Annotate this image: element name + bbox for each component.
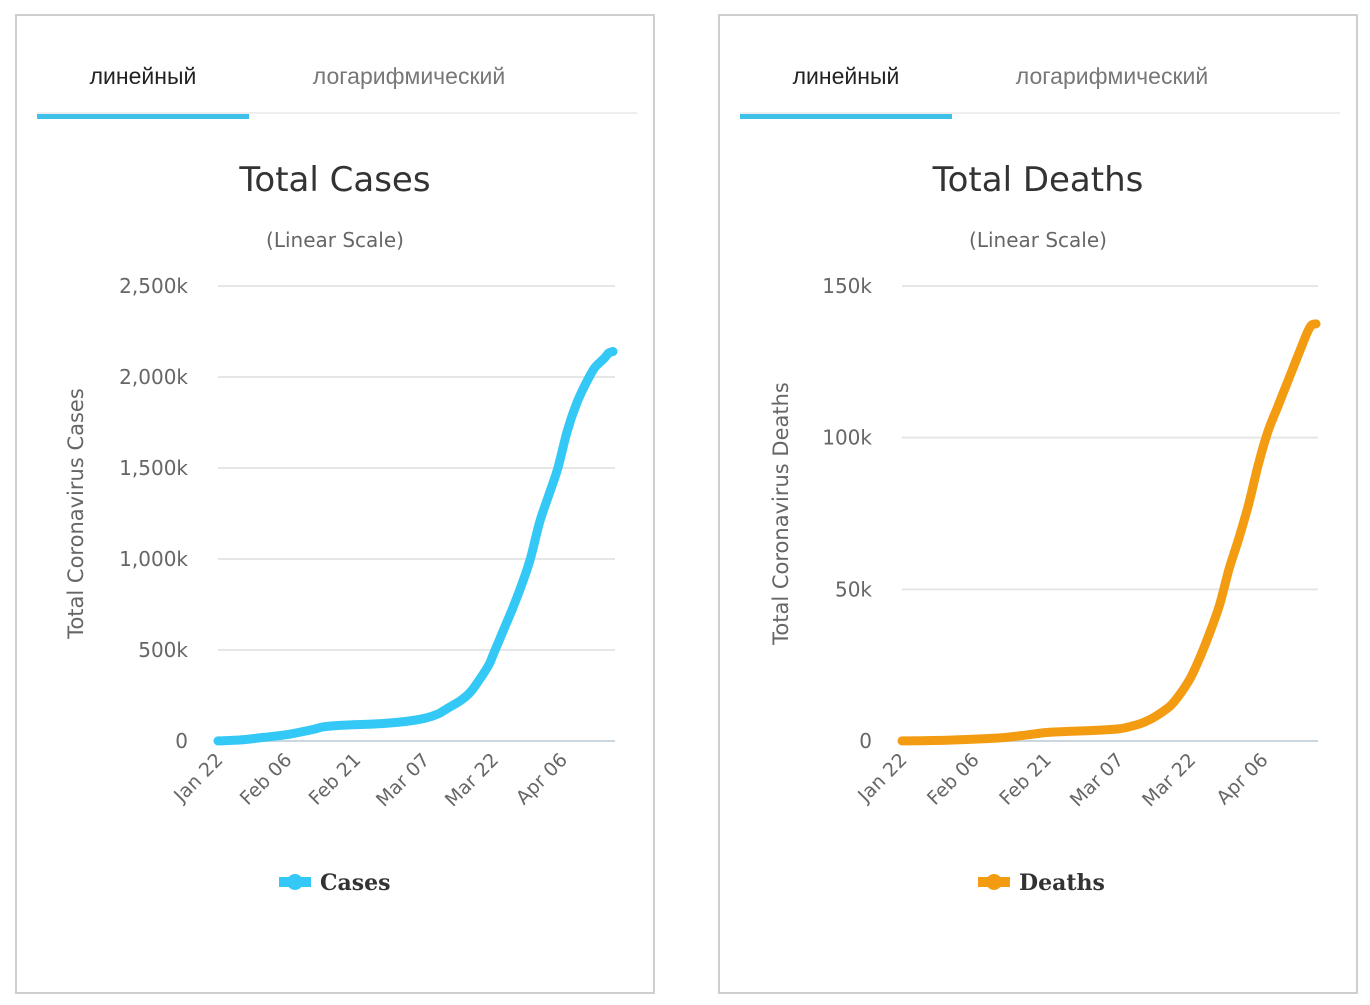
deaths-chart: Total Deaths (Linear Scale) 0 50k 100k 150k To… (769, 160, 1321, 896)
x-tick-label: Feb 21 (305, 749, 366, 810)
tab-linear[interactable]: линейный (89, 63, 197, 89)
tab-divider (37, 112, 637, 114)
x-tick-label: Mar 22 (1138, 749, 1200, 811)
x-tick-label: Apr 06 (1212, 749, 1272, 809)
y-tick-label: 2,000k (119, 365, 188, 389)
x-tick-label: Feb 06 (923, 749, 984, 810)
y-tick-label: 500k (138, 638, 188, 662)
tab-linear[interactable]: линейный (792, 63, 900, 89)
legend-label: Cases (320, 870, 391, 896)
chart-title: Total Cases (238, 160, 430, 200)
x-tick-label: Apr 06 (512, 749, 572, 809)
chart-subtitle: (Linear Scale) (969, 228, 1107, 252)
y-tick-label: 50k (835, 577, 872, 601)
x-tick-label: Mar 07 (1066, 749, 1128, 811)
cases-panel: линейный логарифмический Total Cases (Lin… (15, 14, 655, 994)
series-line-deaths (897, 319, 1321, 746)
y-tick-label: 100k (822, 426, 872, 450)
y-tick-label: 0 (859, 729, 872, 753)
x-tick-label: Jan 22 (169, 749, 227, 807)
tab-logarithmic[interactable]: логарифмический (1015, 63, 1209, 89)
x-tick-label: Feb 21 (995, 749, 1056, 810)
tab-logarithmic[interactable]: логарифмический (312, 63, 506, 89)
series-line-cases (213, 347, 618, 746)
x-tick-label: Mar 22 (441, 749, 503, 811)
chart-title: Total Deaths (932, 160, 1144, 200)
x-tick-label: Feb 06 (236, 749, 297, 810)
x-tick-label: Jan 22 (853, 749, 911, 807)
legend-swatch-marker (986, 874, 1002, 890)
legend-label: Deaths (1019, 870, 1105, 896)
cases-chart: Total Cases (Linear Scale) 0 500k 1,000k 1,50… (64, 160, 618, 896)
y-tick-label: 150k (822, 274, 872, 298)
y-tick-label: 1,000k (119, 547, 188, 571)
x-tick-label: Mar 07 (372, 749, 434, 811)
y-axis-label: Total Coronavirus Cases (64, 388, 88, 640)
tab-divider (740, 112, 1340, 114)
y-tick-label: 1,500k (119, 456, 188, 480)
deaths-panel: линейный логарифмический Total Deaths (Li… (718, 14, 1358, 994)
y-tick-label: 2,500k (119, 274, 188, 298)
scale-tabs: линейный логарифмический (740, 56, 1340, 122)
y-tick-label: 0 (175, 729, 188, 753)
y-axis-label: Total Coronavirus Deaths (769, 382, 793, 646)
active-tab-indicator (37, 114, 249, 119)
chart-subtitle: (Linear Scale) (266, 228, 404, 252)
legend-swatch-marker (287, 874, 303, 890)
scale-tabs: линейный логарифмический (37, 56, 637, 122)
active-tab-indicator (740, 114, 952, 119)
